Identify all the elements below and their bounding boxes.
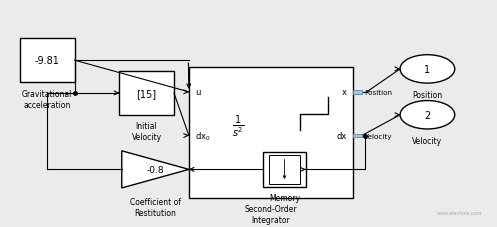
Ellipse shape	[400, 55, 455, 84]
Text: [15]: [15]	[137, 89, 157, 99]
Bar	[119, 72, 174, 115]
Bar	[353, 134, 362, 138]
Text: Second-Order
Integrator: Second-Order Integrator	[245, 205, 297, 225]
Bar	[263, 152, 306, 187]
Text: $\frac{1}{s^2}$: $\frac{1}{s^2}$	[232, 113, 244, 139]
Text: 2: 2	[424, 110, 430, 120]
Text: Position: Position	[413, 90, 442, 99]
Text: -0.8: -0.8	[147, 165, 164, 174]
Text: www.elecfans.com: www.elecfans.com	[437, 210, 482, 215]
Text: Initial
Velocity: Initial Velocity	[132, 122, 162, 142]
Text: Velocity: Velocity	[413, 136, 442, 145]
Bar	[189, 67, 353, 198]
Text: 1: 1	[424, 65, 430, 75]
Text: u: u	[195, 88, 200, 97]
Text: Coefficient of
Restitution: Coefficient of Restitution	[130, 197, 181, 217]
Text: Position: Position	[364, 89, 392, 95]
Text: dx$_0$: dx$_0$	[195, 130, 211, 142]
Text: Gravitational
acceleration: Gravitational acceleration	[22, 89, 73, 109]
Bar	[269, 155, 300, 184]
Text: -9.81: -9.81	[35, 56, 60, 66]
Ellipse shape	[400, 101, 455, 129]
Polygon shape	[122, 151, 189, 188]
Text: x: x	[342, 88, 347, 97]
Bar	[353, 91, 362, 94]
Text: Velocity: Velocity	[364, 133, 393, 139]
Text: dx: dx	[336, 131, 347, 141]
Bar	[20, 39, 75, 83]
Text: Memory: Memory	[269, 194, 300, 202]
